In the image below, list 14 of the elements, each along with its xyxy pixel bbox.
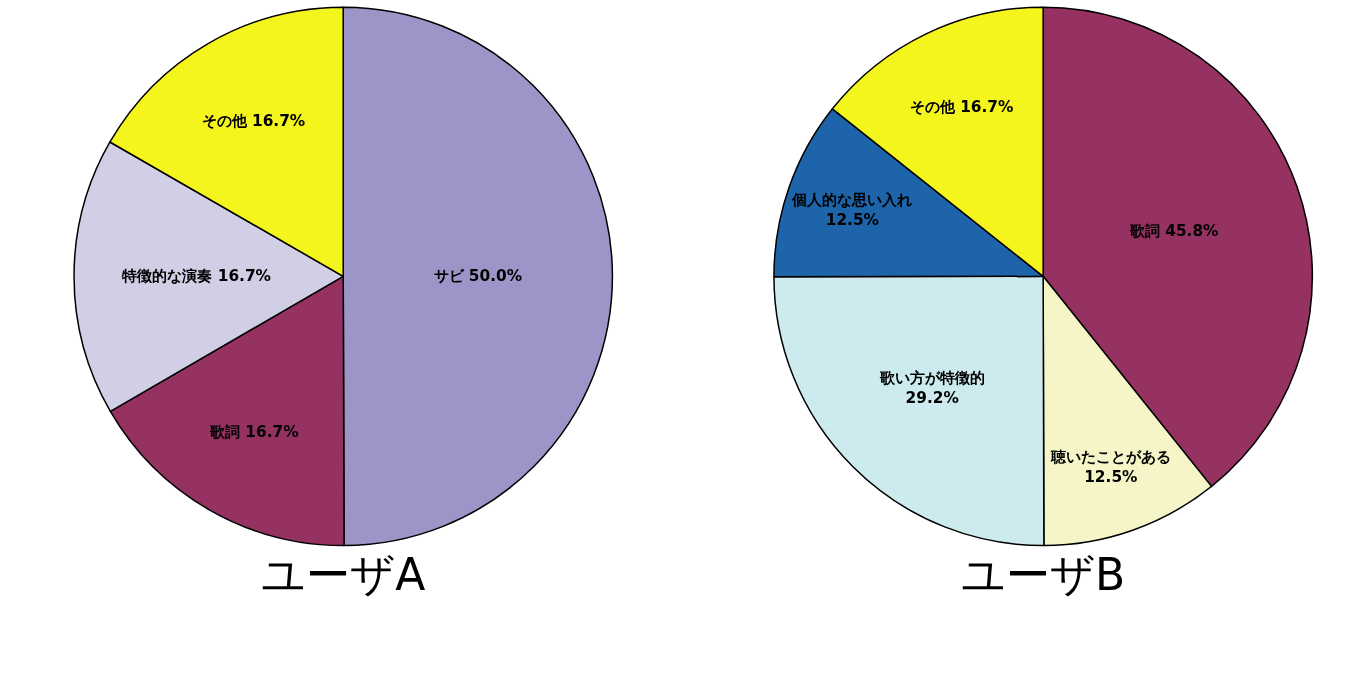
slice-label: その他 16.7% bbox=[201, 112, 306, 131]
data-label: 29.2% bbox=[905, 389, 959, 408]
slice-label: 聴いたことがある bbox=[1049, 448, 1171, 467]
slice-label: サビ 50.0% bbox=[433, 267, 523, 286]
slice-label: 歌詞 16.7% bbox=[208, 423, 299, 442]
data-label: 12.5% bbox=[1084, 468, 1138, 487]
slice-label: その他 16.7% bbox=[909, 98, 1014, 117]
slice-label: 歌い方が特徴的 bbox=[878, 369, 985, 388]
slice-label: 特徴的な演奏 16.7% bbox=[121, 267, 271, 286]
slice-label: 歌詞 45.8% bbox=[1128, 221, 1219, 240]
text: ユーザA bbox=[261, 548, 426, 600]
text: ユーザB bbox=[961, 548, 1126, 600]
data-label: 12.5% bbox=[825, 210, 879, 229]
slice-label: 個人的な思い入れ bbox=[791, 190, 913, 209]
